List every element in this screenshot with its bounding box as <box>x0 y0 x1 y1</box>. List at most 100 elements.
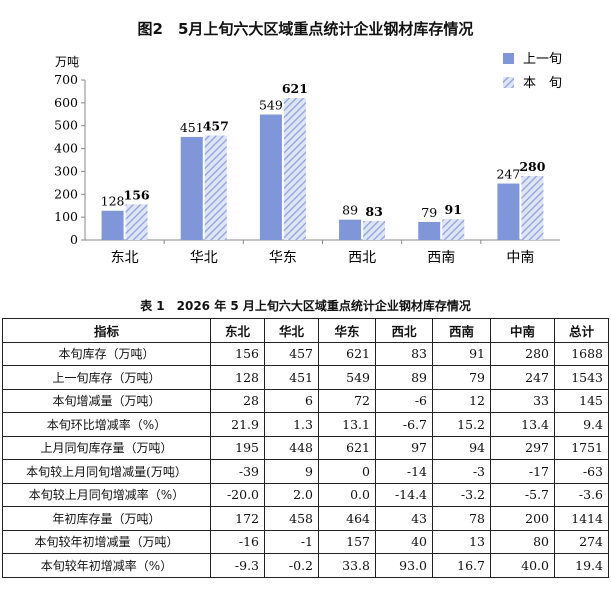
table-title: 表 1 2026 年 5 月上旬六大区域重点统计企业钢材库存情况 <box>140 299 471 313</box>
y-axis-unit-label: 万吨 <box>55 55 79 69</box>
table-header-cell: 西南 <box>432 318 491 343</box>
bar-current-华东 <box>283 98 306 240</box>
row-label: 本旬较年初增减量（万吨） <box>2 529 211 554</box>
table-header-cell: 东北 <box>210 318 265 343</box>
bar-value-label: 128 <box>101 194 125 209</box>
table-cell: 274 <box>554 529 609 554</box>
table-cell: 1.3 <box>264 412 319 437</box>
table-header-cell: 指标 <box>2 318 211 343</box>
row-label: 本旬较上月同旬增减率（%） <box>2 482 211 507</box>
table-cell: -16 <box>210 529 265 554</box>
table-cell: 195 <box>210 435 265 460</box>
table-cell: 91 <box>432 341 491 366</box>
table-cell: -5.7 <box>490 482 555 507</box>
x-category-label: 中南 <box>506 250 534 266</box>
table-row: 上月同旬库存量（万吨） 195 448 621 97 94 297 1751 <box>2 435 609 460</box>
y-tick-label: 500 <box>54 118 78 133</box>
table-cell: 157 <box>318 529 376 554</box>
y-tick-label: 700 <box>54 72 78 87</box>
bar-current-中南 <box>521 176 544 240</box>
row-label: 本旬较上月同旬增减量(万吨） <box>2 459 211 484</box>
bar-chart: 万吨 0 100 200 300 400 500 600 700 东北 华北 华东 西北 西南 中南 128… <box>54 52 562 266</box>
legend-swatch <box>503 53 514 64</box>
table-row: 本旬增减量（万吨） 28 6 72 -6 12 33 145 <box>2 388 609 413</box>
table-cell: 72 <box>318 388 376 413</box>
bar-value-label: 91 <box>445 202 462 217</box>
table-cell: 12 <box>432 388 491 413</box>
table-cell: 2.0 <box>264 482 319 507</box>
table-cell: 6 <box>264 388 319 413</box>
table-cell: 621 <box>318 341 376 366</box>
table-cell: -9.3 <box>210 553 265 578</box>
table-cell: 93.0 <box>375 553 433 578</box>
bar-current-西北 <box>363 221 386 240</box>
table-cell: 458 <box>264 506 319 531</box>
bar-previous-华北 <box>180 136 203 240</box>
bar-previous-华东 <box>259 114 282 240</box>
table-cell: 9 <box>264 459 319 484</box>
bar-value-label: 79 <box>421 205 437 220</box>
y-tick-label: 600 <box>54 95 78 110</box>
table-cell: -39 <box>210 459 265 484</box>
table-cell: -3 <box>432 459 491 484</box>
table-cell: 145 <box>554 388 609 413</box>
table-cell: 94 <box>432 435 491 460</box>
table-cell: 33 <box>490 388 555 413</box>
table-cell: -6.7 <box>375 412 433 437</box>
table-cell: -1 <box>264 529 319 554</box>
table-cell: 13 <box>432 529 491 554</box>
table-cell: -6 <box>375 388 433 413</box>
bar-value-label: 83 <box>365 204 382 219</box>
bar-current-西南 <box>442 219 465 240</box>
table-cell: 33.8 <box>318 553 376 578</box>
row-label: 上一旬库存（万吨） <box>2 365 211 390</box>
table-row: 本旬较年初增减量（万吨） -16 -1 157 40 13 80 274 <box>2 529 609 554</box>
table-header-cell: 华北 <box>264 318 319 343</box>
x-category-label: 华东 <box>269 250 297 266</box>
table-cell: 128 <box>210 365 265 390</box>
table-row: 本旬环比增减率（%） 21.9 1.3 13.1 -6.7 15.2 13.4 9.4 <box>2 412 609 437</box>
table-cell: 448 <box>264 435 319 460</box>
table-cell: 0.0 <box>318 482 376 507</box>
table-cell: 19.4 <box>554 553 609 578</box>
row-label: 本旬较年初增减率（%） <box>2 553 211 578</box>
table-cell: 83 <box>375 341 433 366</box>
table-cell: 280 <box>490 341 555 366</box>
x-category-label: 华北 <box>190 250 218 266</box>
table-row: 上一旬库存（万吨） 128 451 549 89 79 247 1543 <box>2 365 609 390</box>
bar-layer <box>101 98 544 240</box>
inventory-table: 指标 东北 华北 华东 西北 西南 中南 总计 本旬库存（万吨） 156 457 621 83 91 28… <box>2 318 609 578</box>
legend-label: 上一旬 <box>523 52 562 67</box>
table-cell: 156 <box>210 341 265 366</box>
table-cell: 297 <box>490 435 555 460</box>
table-cell: 21.9 <box>210 412 265 437</box>
table-cell: 1688 <box>554 341 609 366</box>
bar-value-label: 621 <box>282 81 308 96</box>
bar-previous-中南 <box>497 183 520 240</box>
table-cell: -20.0 <box>210 482 265 507</box>
table-header-cell: 华东 <box>318 318 376 343</box>
bar-value-label: 89 <box>342 203 358 218</box>
table-cell: -14.4 <box>375 482 433 507</box>
bar-value-label: 247 <box>496 167 520 182</box>
table-row: 本旬库存（万吨） 156 457 621 83 91 280 1688 <box>2 341 609 366</box>
table-cell: 89 <box>375 365 433 390</box>
bar-previous-东北 <box>101 210 124 240</box>
bar-value-label: 280 <box>519 159 545 174</box>
table-cell: 1414 <box>554 506 609 531</box>
table-cell: 43 <box>375 506 433 531</box>
x-category-label: 西北 <box>348 250 376 266</box>
table-cell: 80 <box>490 529 555 554</box>
table-cell: -3.2 <box>432 482 491 507</box>
table-cell: 13.4 <box>490 412 555 437</box>
table-cell: 172 <box>210 506 265 531</box>
y-tick-label: 200 <box>54 186 78 201</box>
bar-value-label: 156 <box>124 187 150 202</box>
table-cell: -14 <box>375 459 433 484</box>
bar-current-东北 <box>125 204 148 240</box>
y-tick-label: 0 <box>70 232 78 247</box>
table-cell: 78 <box>432 506 491 531</box>
legend-label: 本 旬 <box>523 76 562 91</box>
